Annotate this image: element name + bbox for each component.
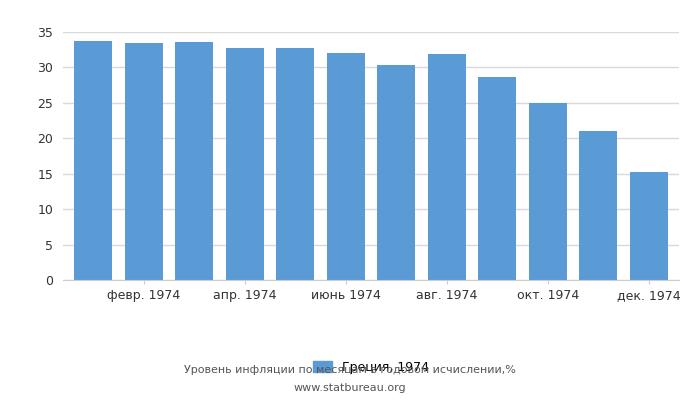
Text: www.statbureau.org: www.statbureau.org [294, 383, 406, 393]
Text: Уровень инфляции по месяцам в годовом исчислении,%: Уровень инфляции по месяцам в годовом ис… [184, 365, 516, 375]
Legend: Греция, 1974: Греция, 1974 [308, 356, 434, 379]
Bar [175, 42, 214, 280]
Bar [74, 41, 112, 280]
Bar [226, 48, 264, 280]
Bar [428, 54, 466, 280]
Bar [276, 48, 314, 280]
Bar [125, 43, 162, 280]
Bar [580, 131, 617, 280]
Bar [327, 52, 365, 280]
Bar [630, 172, 668, 280]
Bar [528, 103, 567, 280]
Bar [377, 65, 415, 280]
Bar [478, 77, 516, 280]
